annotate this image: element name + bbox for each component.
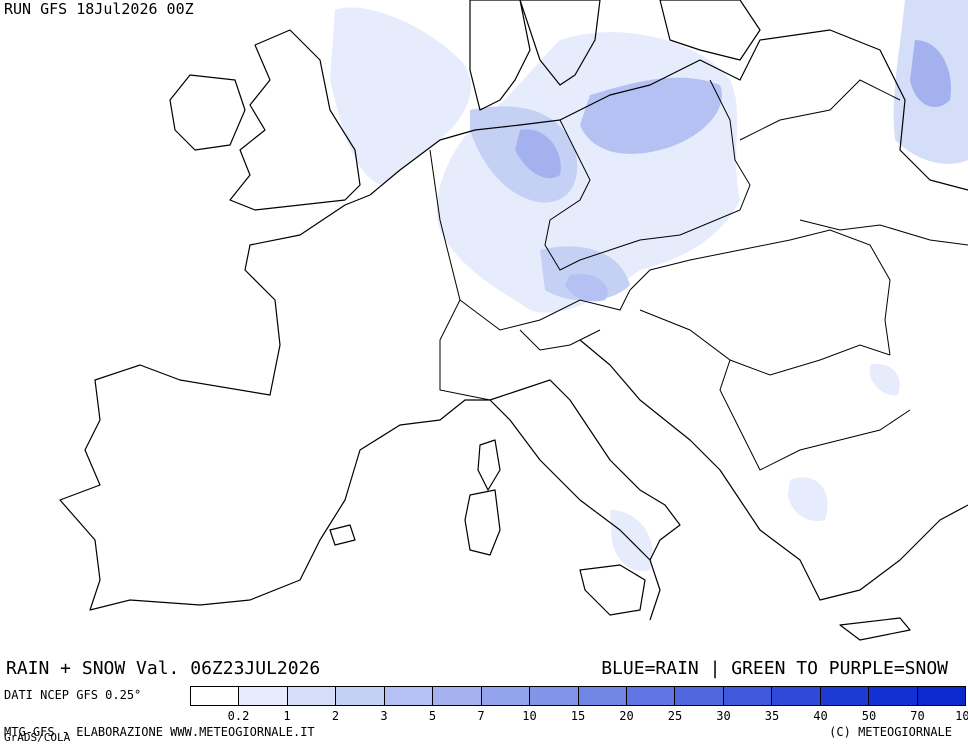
- color-scale-tick-label: 100: [955, 709, 968, 723]
- color-scale-tick-label: 10: [522, 709, 537, 723]
- color-scale-cell: [577, 687, 626, 705]
- color-scale-tick-label: 35: [764, 709, 780, 723]
- color-scale-tick-label: 20: [619, 709, 634, 723]
- color-scale-tick-label: 3: [380, 709, 388, 723]
- color-scale-tick-label: 15: [570, 709, 586, 723]
- color-scale-cell: [771, 687, 820, 705]
- color-legend-note: BLUE=RAIN | GREEN TO PURPLE=SNOW: [601, 658, 948, 679]
- color-scale-cell: [191, 687, 239, 705]
- color-scale-cell: [674, 687, 723, 705]
- color-scale-cell: [286, 687, 336, 705]
- color-scale-cell: [238, 687, 287, 705]
- footer-grads: GrADS/COLA: [4, 731, 71, 744]
- color-scale-cell: [916, 687, 965, 705]
- color-scale-tick-label: 40: [813, 709, 828, 723]
- color-scale-tick-label: 30: [716, 709, 731, 723]
- color-scale-cell: [383, 687, 433, 705]
- run-label: RUN GFS 18Jul2026 00Z: [4, 0, 194, 18]
- color-scale-cell: [625, 687, 675, 705]
- color-scale-cell: [480, 687, 530, 705]
- color-scale-cell: [722, 687, 772, 705]
- color-scale-tick-label: 25: [667, 709, 683, 723]
- color-scale-tick-label: 2: [331, 709, 340, 723]
- map-title: RAIN + SNOW Val. 06Z23JUL2026: [6, 658, 321, 679]
- footer-credit: MTG-GFS - ELABORAZIONE WWW.METEOGIORNALE…: [4, 725, 315, 739]
- color-scale-tick-label: 0.2: [227, 709, 250, 723]
- color-scale-tick-label: 5: [428, 709, 437, 723]
- color-scale-cell: [819, 687, 869, 705]
- country-borders: [429, 79, 968, 471]
- color-scale-tick-label: 50: [861, 709, 877, 723]
- color-scale-tick-label: 7: [477, 709, 485, 723]
- color-scale-cell: [868, 687, 917, 705]
- color-scale-bar: [190, 686, 966, 706]
- color-scale-cell: [335, 687, 384, 705]
- color-scale-tick-label: 1: [283, 709, 291, 723]
- precipitation-map: [59, 0, 968, 641]
- color-scale-ticks: 0.212357101520253035405070100: [190, 709, 968, 723]
- footer-copyright: (C) METEOGIORNALE: [829, 725, 952, 739]
- color-scale-cell: [432, 687, 481, 705]
- color-scale-tick-label: 70: [910, 709, 925, 723]
- data-source-label: DATI NCEP GFS 0.25°: [4, 688, 142, 702]
- color-scale-cell: [529, 687, 578, 705]
- coastlines: [59, 0, 968, 641]
- precipitation-shading: [330, 0, 968, 571]
